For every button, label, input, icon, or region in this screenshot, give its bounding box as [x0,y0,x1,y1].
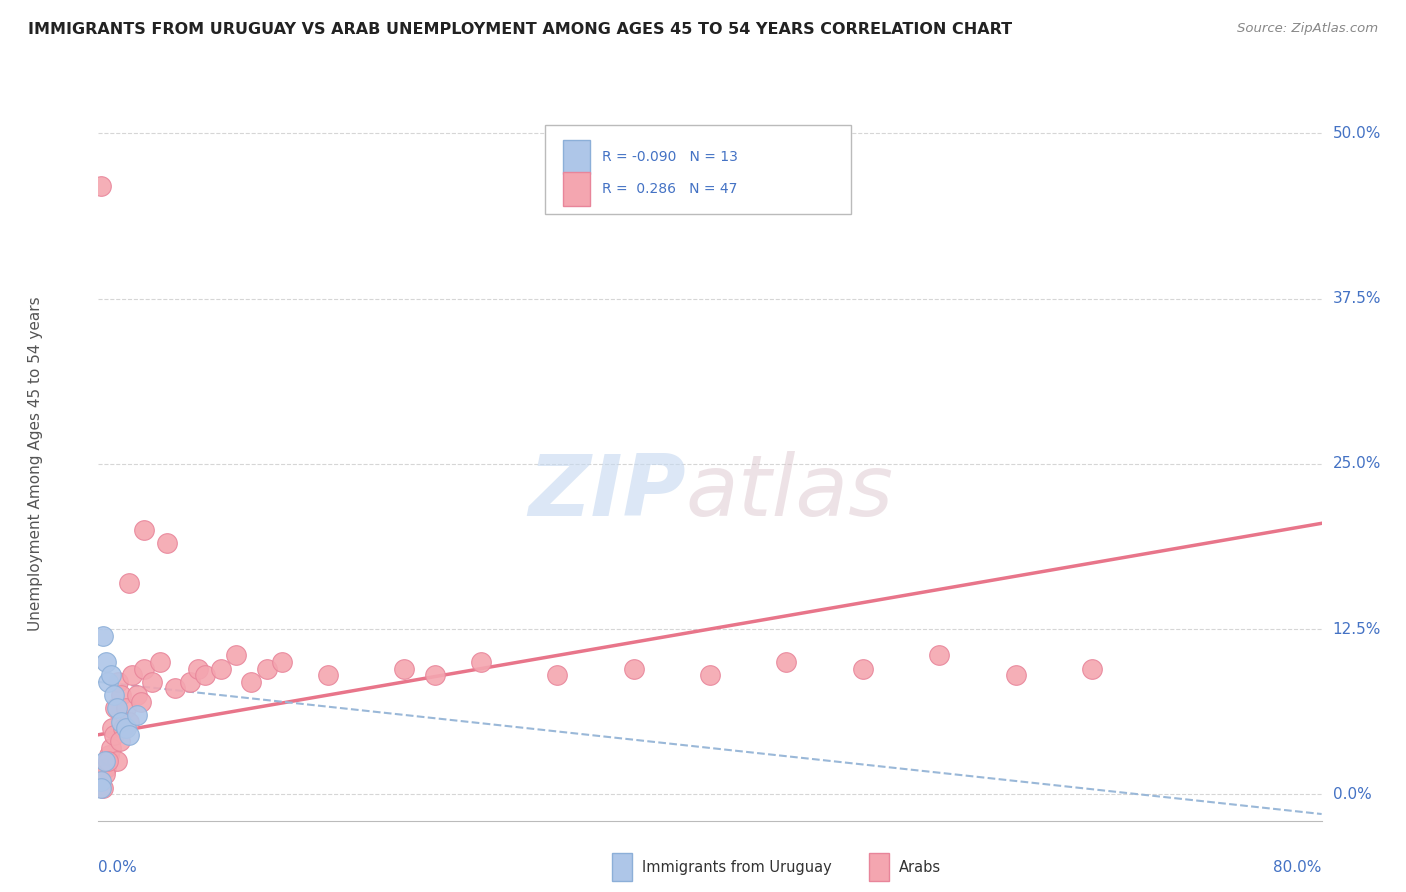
FancyBboxPatch shape [564,140,591,174]
Text: 0.0%: 0.0% [98,860,138,875]
Point [179,674,201,689]
Point [256,662,278,676]
Point [103,728,125,742]
Point [91,780,114,795]
Point [225,648,247,663]
FancyBboxPatch shape [612,854,631,880]
Text: Arabs: Arabs [898,860,941,874]
Point [134,523,156,537]
Point [91,629,114,643]
Point [1004,668,1026,682]
Text: 37.5%: 37.5% [1333,291,1381,306]
Text: Source: ZipAtlas.com: Source: ZipAtlas.com [1237,22,1378,36]
Point [240,674,263,689]
Point [125,707,148,722]
Point [316,668,339,682]
Point [110,688,132,702]
Point [94,655,117,669]
Point [115,721,138,735]
Point [90,774,112,789]
Point [108,734,131,748]
Point [110,714,132,729]
Point [209,662,232,676]
Point [129,695,152,709]
Text: ZIP: ZIP [527,450,686,534]
Point [163,681,186,696]
Point [125,688,148,702]
Text: R =  0.286   N = 47: R = 0.286 N = 47 [602,182,738,196]
FancyBboxPatch shape [546,125,851,214]
Text: IMMIGRANTS FROM URUGUAY VS ARAB UNEMPLOYMENT AMONG AGES 45 TO 54 YEARS CORRELATI: IMMIGRANTS FROM URUGUAY VS ARAB UNEMPLOY… [28,22,1012,37]
Point [852,662,875,676]
Point [928,648,950,663]
Point [121,668,143,682]
Point [194,668,217,682]
Point [90,179,112,194]
Point [107,674,129,689]
Text: atlas: atlas [686,450,894,534]
Text: 0.0%: 0.0% [1333,787,1371,802]
Point [118,728,141,742]
Point [97,754,120,768]
Point [98,747,121,762]
Point [104,701,127,715]
Text: Unemployment Among Ages 45 to 54 years: Unemployment Among Ages 45 to 54 years [28,296,44,632]
Point [270,655,294,669]
Point [775,655,797,669]
FancyBboxPatch shape [869,854,889,880]
FancyBboxPatch shape [564,172,591,206]
Text: R = -0.090   N = 13: R = -0.090 N = 13 [602,150,738,164]
Point [134,662,156,676]
Point [97,674,120,689]
Point [93,767,115,781]
Point [101,721,124,735]
Point [94,761,117,775]
Point [100,741,122,756]
Point [546,668,568,682]
Point [93,754,115,768]
Point [118,714,141,729]
Point [149,655,172,669]
Point [392,662,416,676]
Text: 80.0%: 80.0% [1274,860,1322,875]
Text: 50.0%: 50.0% [1333,126,1381,141]
Text: 25.0%: 25.0% [1333,457,1381,471]
Point [423,668,446,682]
Point [1081,662,1104,676]
Text: 12.5%: 12.5% [1333,622,1381,637]
Point [105,701,128,715]
Point [105,754,128,768]
Point [90,780,112,795]
Point [111,721,134,735]
Point [187,662,209,676]
Text: Immigrants from Uruguay: Immigrants from Uruguay [641,860,831,874]
Point [470,655,492,669]
Point [141,674,163,689]
Point [103,688,125,702]
Point [699,668,721,682]
Point [623,662,645,676]
Point [100,668,122,682]
Point [156,536,179,550]
Point [118,575,141,590]
Point [115,701,138,715]
